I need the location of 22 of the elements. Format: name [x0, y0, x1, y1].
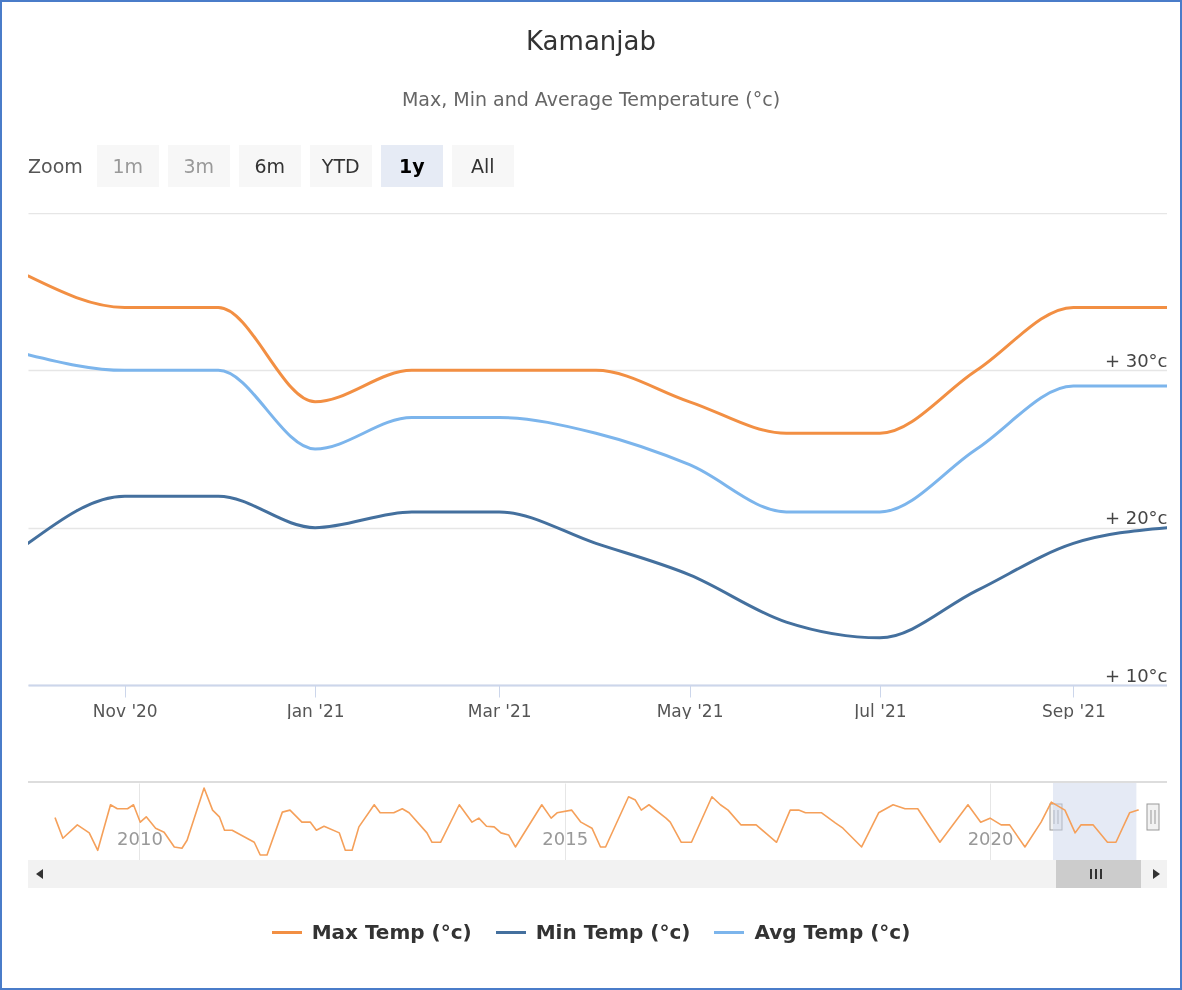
x-tick-label: Nov '20: [92, 700, 158, 721]
x-tick-label: 2010: [117, 827, 163, 849]
text: All: [451, 145, 514, 187]
y-tick-label: + 20°c: [1104, 507, 1168, 529]
x-tick-label: Jul '21: [853, 700, 907, 721]
x-tick-label: 2015: [542, 827, 589, 849]
chart-title: Kamanjab: [525, 26, 657, 56]
text: 6m: [238, 145, 301, 187]
y-tick-label: + 10°c: [1104, 664, 1168, 686]
legend-label: Avg Temp (°c): [754, 920, 911, 944]
text: 1m: [96, 145, 159, 187]
x-tick-label: Mar '21: [467, 700, 532, 721]
y-tick-label: + 30°c: [1104, 349, 1168, 371]
text: YTD: [309, 145, 372, 187]
x-tick-label: 2020: [967, 827, 1014, 849]
legend-label: Max Temp (°c): [311, 920, 472, 944]
chart-subtitle: Max, Min and Average Temperature (°c): [400, 88, 782, 110]
text: 1y: [380, 145, 443, 187]
x-tick-label: Jan '21: [285, 700, 345, 721]
legend-label: Min Temp (°c): [535, 920, 691, 944]
text: 3m: [167, 145, 230, 187]
text: Zoom: [28, 155, 83, 177]
